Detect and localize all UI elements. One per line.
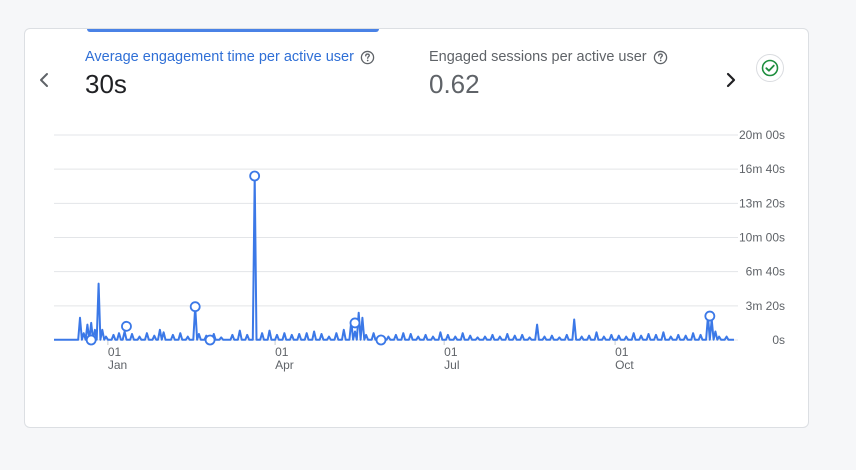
annotation-marker[interactable] (204, 334, 216, 346)
metric-tab-avg-engagement-time[interactable]: Average engagement time per active user … (85, 49, 375, 100)
y-tick-label: 13m 20s (739, 196, 785, 210)
annotation-marker[interactable] (349, 317, 361, 329)
annotation-marker[interactable] (85, 334, 97, 346)
y-tick-label: 10m 00s (739, 231, 785, 245)
next-metrics-button[interactable] (719, 67, 743, 93)
y-tick-label: 3m 20s (746, 299, 785, 313)
x-tick-label-month: Jul (444, 358, 459, 372)
series-line (54, 175, 734, 341)
annotation-marker[interactable] (189, 301, 201, 313)
x-tick-label-month: Jan (108, 358, 127, 372)
annotation-marker[interactable] (121, 320, 132, 332)
y-tick-label: 0s (772, 333, 785, 347)
annotation-marker[interactable] (704, 310, 716, 322)
check-circle-icon (761, 59, 779, 77)
engagement-card: Average engagement time per active user … (24, 28, 809, 428)
y-tick-label: 20m 00s (739, 128, 785, 142)
y-tick-label: 16m 40s (739, 162, 785, 176)
status-badge[interactable] (756, 54, 784, 82)
help-circle-icon[interactable] (653, 50, 668, 65)
x-tick-label-month: Apr (275, 358, 294, 372)
metric-tab-engaged-sessions[interactable]: Engaged sessions per active user 0.62 (429, 49, 668, 100)
y-tick-label: 6m 40s (746, 265, 785, 279)
metric-label: Engaged sessions per active user (429, 49, 647, 65)
annotation-marker[interactable] (375, 334, 387, 346)
previous-metrics-button[interactable] (33, 67, 55, 93)
chevron-left-icon (40, 73, 48, 87)
x-tick-label-day: 01 (615, 345, 629, 359)
help-circle-icon[interactable] (360, 50, 375, 65)
active-metric-indicator (87, 29, 379, 32)
metric-value: 0.62 (429, 69, 480, 99)
x-tick-label-month: Oct (615, 358, 634, 372)
x-tick-label-day: 01 (444, 345, 458, 359)
annotation-marker[interactable] (249, 170, 261, 182)
metric-value: 30s (85, 69, 127, 99)
chevron-right-icon (726, 72, 736, 88)
x-tick-label-day: 01 (108, 345, 122, 359)
x-tick-label-day: 01 (275, 345, 289, 359)
engagement-line-chart: 0s 3m 20s 6m 40s 10m 00s 13m 20s 16m 40s 20m 0… (54, 128, 785, 372)
metric-label: Average engagement time per active user (85, 49, 354, 65)
